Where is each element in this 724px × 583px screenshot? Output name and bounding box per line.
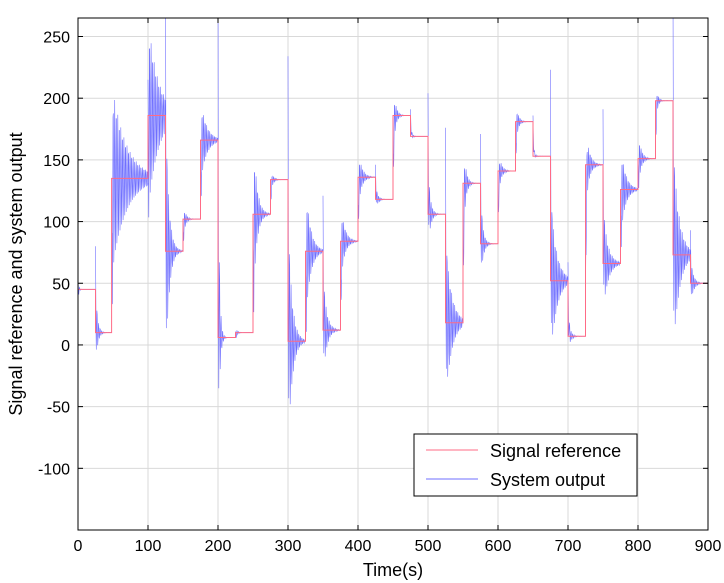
x-tick-label: 500 <box>415 538 442 555</box>
system-output-segment-29 <box>602 109 621 295</box>
plot-frame <box>77 17 709 531</box>
y-tick-label: 250 <box>43 30 70 47</box>
signal-reference-line <box>78 100 708 342</box>
legend-output-label: System output <box>490 470 605 490</box>
legend-reference-label: Signal reference <box>490 441 621 461</box>
y-tick-label: 200 <box>43 91 70 108</box>
system-output-segment-33 <box>672 18 691 325</box>
system-output-segment-30 <box>620 164 639 248</box>
system-output-segment-26 <box>550 69 569 335</box>
x-tick-label: 400 <box>345 538 372 555</box>
y-tick-label: 100 <box>43 215 70 232</box>
system-output-segment-4 <box>165 18 184 329</box>
system-output-segment-11 <box>287 56 306 405</box>
y-tick-label: 150 <box>43 153 70 170</box>
x-tick-label: 800 <box>625 538 652 555</box>
x-axis-label: Time(s) <box>363 560 423 580</box>
x-tick-label: 600 <box>485 538 512 555</box>
axis-ticks <box>77 18 709 530</box>
system-output-segment-12 <box>305 211 324 332</box>
y-tick-label: -100 <box>38 461 70 478</box>
y-tick-labels: -100 -50 0 50 100 150 200 250 <box>38 30 70 479</box>
system-output-segment-9 <box>252 172 271 313</box>
system-output-segment-13 <box>322 195 341 357</box>
x-tick-label: 700 <box>555 538 582 555</box>
legend-box <box>413 433 638 497</box>
system-output-segment-6 <box>200 115 219 197</box>
legend: Signal reference System output <box>413 433 638 497</box>
plot-area <box>78 18 708 405</box>
x-tick-labels: 0 100 200 300 400 500 600 700 800 900 <box>74 538 722 555</box>
signal-reference-series <box>78 100 708 342</box>
x-tick-label: 100 <box>135 538 162 555</box>
x-tick-label: 0 <box>74 538 83 555</box>
y-tick-label: 50 <box>52 276 70 293</box>
system-output-segment-14 <box>340 222 359 300</box>
system-output-segment-2 <box>111 99 149 305</box>
x-tick-label: 200 <box>205 538 232 555</box>
y-tick-label: 0 <box>61 338 70 355</box>
x-tick-label: 900 <box>695 538 722 555</box>
system-output-segment-3 <box>147 43 166 218</box>
system-output-segment-20 <box>445 127 464 377</box>
y-axis-label: Signal reference and system output <box>6 132 26 415</box>
y-tick-label: -50 <box>47 400 70 417</box>
x-tick-label: 300 <box>275 538 302 555</box>
